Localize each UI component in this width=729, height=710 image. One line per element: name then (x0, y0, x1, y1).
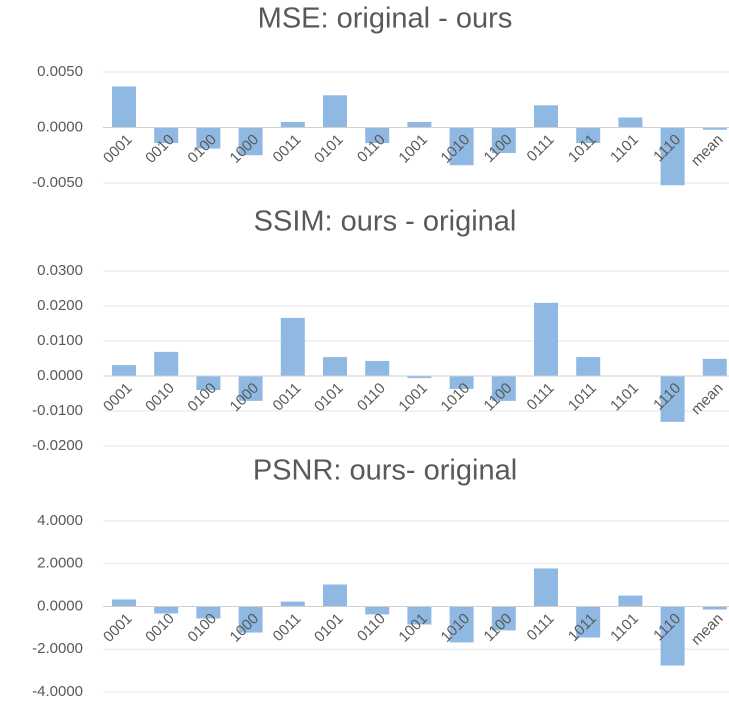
bar (491, 606, 516, 631)
bar (112, 365, 136, 376)
bar (323, 584, 347, 607)
x-tick-label: 1001 (395, 131, 431, 167)
y-tick-label: -0.0050 (32, 174, 83, 191)
bar (576, 127, 601, 144)
bar (154, 127, 179, 144)
x-tick-label: 0111 (524, 610, 558, 644)
bar (323, 95, 347, 128)
bar (407, 376, 432, 379)
x-tick-label: 0110 (354, 610, 389, 645)
chart-title: MSE: original - ours (258, 3, 513, 35)
bar (702, 127, 727, 130)
bar (660, 127, 685, 186)
x-tick-label: 0110 (354, 380, 389, 415)
bar (196, 376, 221, 390)
y-tick-label: -2.0000 (32, 640, 83, 657)
x-tick-label: 0101 (311, 380, 347, 416)
x-tick-label: 0001 (100, 131, 136, 167)
y-tick-label: 0.0200 (37, 297, 83, 314)
bar (534, 568, 558, 607)
chart-title: PSNR: ours- original (253, 455, 517, 487)
chart-title: SSIM: ours - original (254, 206, 517, 238)
x-tick-label: 0011 (270, 380, 305, 415)
x-tick-label: 0010 (142, 610, 178, 646)
bar (323, 357, 347, 376)
bar (112, 86, 136, 128)
x-tick-label: 0001 (100, 380, 136, 416)
y-tick-label: 2.0000 (37, 555, 83, 572)
bar (449, 606, 474, 643)
x-tick-label: 0101 (311, 131, 347, 167)
bar (618, 117, 643, 128)
x-tick-label: 1101 (607, 380, 642, 415)
x-tick-label: 0010 (142, 380, 178, 416)
bar (238, 127, 263, 156)
bar (365, 127, 390, 144)
y-tick-label: 0.0000 (37, 367, 83, 384)
x-tick-label: 1101 (607, 131, 642, 166)
bar (491, 127, 516, 154)
bar (280, 601, 305, 607)
bar (534, 302, 558, 376)
bar (112, 599, 136, 607)
bar (365, 360, 390, 376)
bar (196, 127, 221, 149)
bar (238, 606, 263, 633)
bar (660, 376, 685, 422)
bar (407, 606, 432, 625)
y-tick-label: 4.0000 (37, 512, 83, 529)
bar (280, 317, 305, 376)
y-tick-label: 0.0000 (37, 597, 83, 614)
x-tick-label: 0011 (270, 131, 305, 166)
bar (280, 121, 305, 128)
bar (660, 606, 685, 666)
bar (365, 606, 390, 615)
x-tick-label: 1101 (607, 610, 642, 645)
bar (154, 351, 179, 376)
x-tick-label: 0001 (100, 610, 136, 646)
y-tick-label: 0.0000 (37, 118, 83, 135)
bar (702, 606, 727, 610)
bar (576, 606, 601, 638)
x-tick-label: mean (688, 380, 727, 419)
bar (534, 105, 558, 128)
bar (618, 595, 643, 607)
x-tick-label: 0101 (311, 610, 347, 646)
bar (449, 127, 474, 166)
y-tick-label: 0.0300 (37, 262, 83, 279)
y-tick-label: 0.0100 (37, 332, 83, 349)
y-tick-label: -0.0200 (32, 437, 83, 454)
y-tick-label: 0.0050 (37, 63, 83, 80)
bar (491, 376, 516, 401)
bar (154, 606, 179, 614)
y-tick-label: -0.0100 (32, 402, 83, 419)
y-tick-label: -4.0000 (32, 683, 83, 700)
x-tick-label: mean (688, 610, 727, 649)
bar (702, 358, 727, 376)
x-tick-label: 0011 (270, 610, 305, 645)
bar (407, 121, 432, 128)
x-tick-label: mean (688, 131, 727, 170)
x-tick-label: 0111 (524, 380, 558, 414)
x-tick-label: 0111 (524, 131, 558, 165)
bar (576, 357, 601, 376)
bar (238, 376, 263, 401)
bar (449, 376, 474, 389)
bar (196, 606, 221, 619)
x-tick-label: 1011 (565, 380, 600, 415)
x-tick-label: 1001 (395, 380, 431, 416)
